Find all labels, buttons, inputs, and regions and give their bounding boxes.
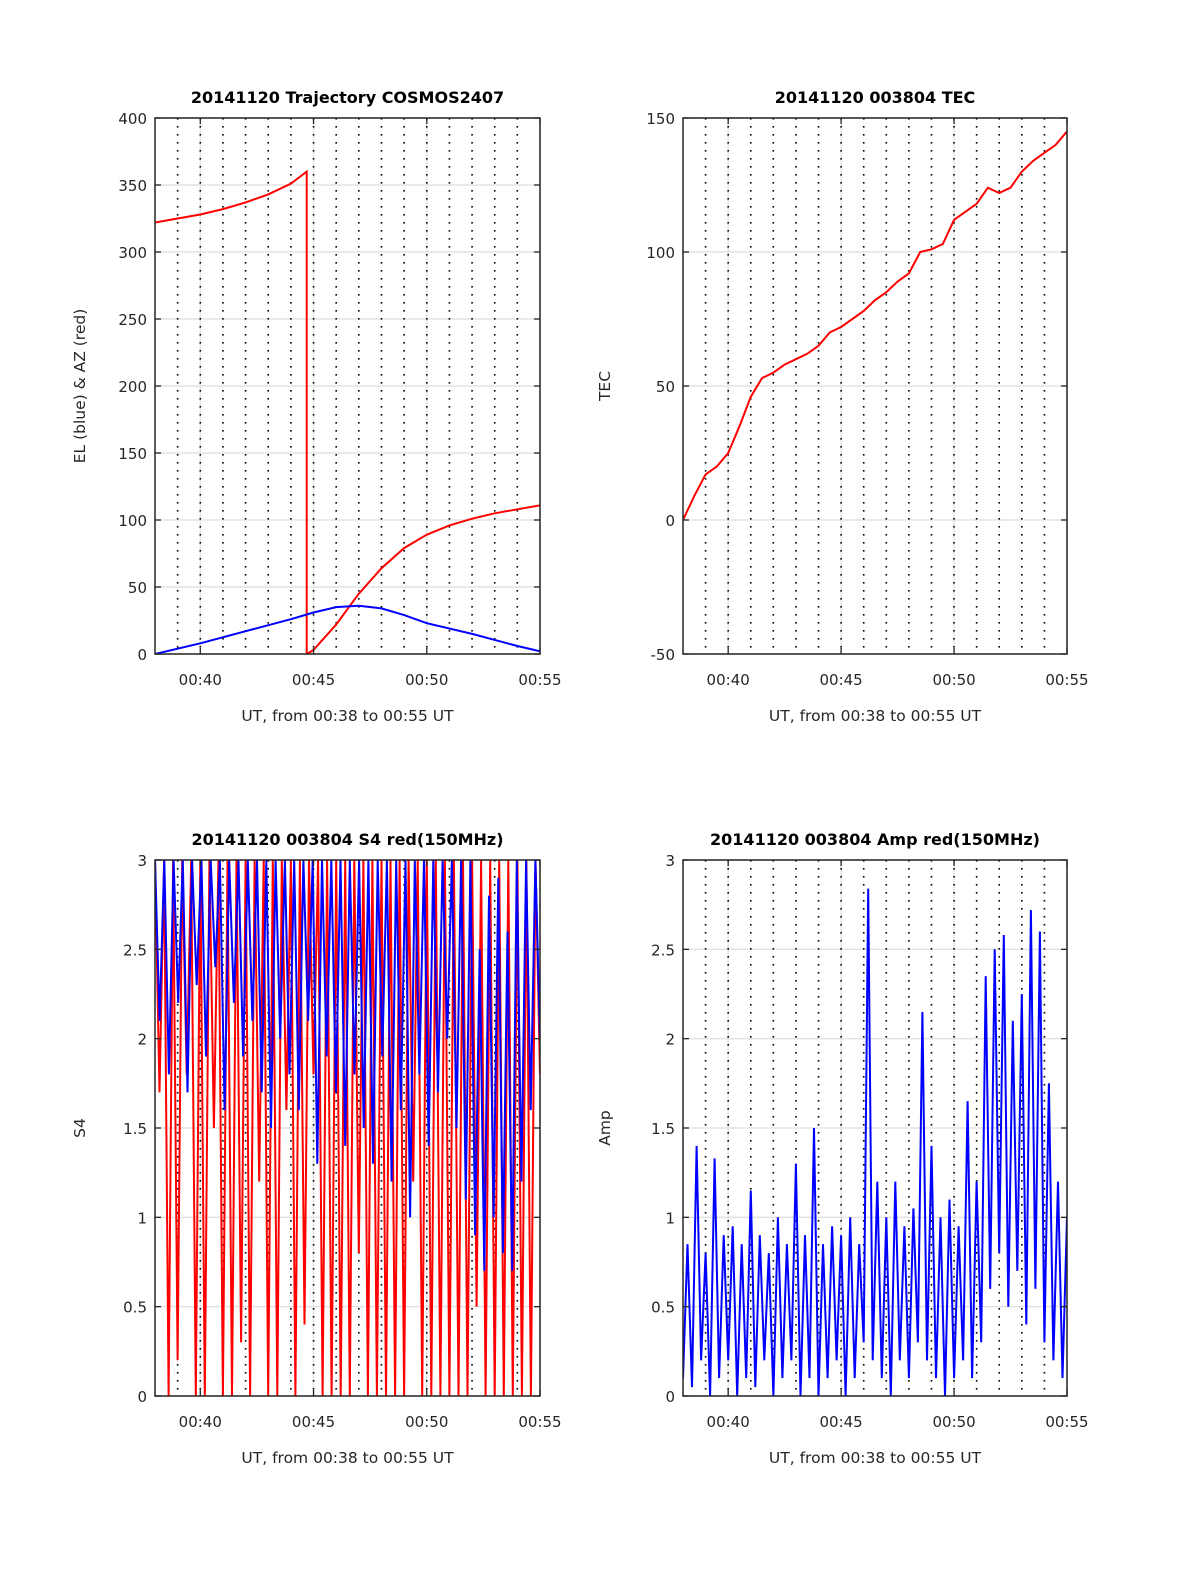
y-tick-label: 50	[656, 378, 675, 396]
x-tick-label: 00:50	[405, 1413, 448, 1431]
y-tick-label: 3	[665, 852, 675, 870]
x-tick-label: 00:55	[1045, 1413, 1088, 1431]
y-tick-label: 0	[137, 646, 147, 664]
x-axis-label: UT, from 00:38 to 00:55 UT	[241, 707, 454, 725]
x-axis-label: UT, from 00:38 to 00:55 UT	[769, 1449, 982, 1467]
y-tick-label: 0	[665, 1388, 675, 1406]
y-tick-label: 1.5	[123, 1120, 147, 1138]
x-axis-label: UT, from 00:38 to 00:55 UT	[241, 1449, 454, 1467]
y-tick-label: 2	[665, 1031, 675, 1049]
x-tick-label: 00:45	[292, 671, 335, 689]
chart-title: 20141120 003804 S4 red(150MHz)	[191, 830, 503, 849]
chart-title: 20141120 Trajectory COSMOS2407	[191, 88, 504, 107]
series-el	[155, 604, 540, 654]
y-tick-label: 0.5	[123, 1299, 147, 1317]
y-tick-label: 0	[137, 1388, 147, 1406]
y-axis-label: EL (blue) & AZ (red)	[71, 309, 89, 464]
x-tick-label: 00:55	[518, 671, 561, 689]
y-tick-label: 3	[137, 852, 147, 870]
y-axis-label: S4	[71, 1118, 89, 1138]
y-tick-label: 2	[137, 1031, 147, 1049]
subplot-4: 0 0.5 1 1.5 2 2.5 3 00:40 00:45 00:50 00:55 UT, fro…	[596, 830, 1089, 1467]
y-tick-label: -50	[651, 646, 676, 664]
x-axis-label: UT, from 00:38 to 00:55 UT	[769, 707, 982, 725]
x-tick-label: 00:40	[707, 1413, 750, 1431]
x-tick-label: 00:55	[518, 1413, 561, 1431]
series-tec	[683, 130, 1067, 521]
y-tick-label: 50	[128, 579, 147, 597]
series-amp	[683, 888, 1067, 1396]
y-tick-label: 1	[137, 1209, 147, 1227]
series-az	[155, 169, 540, 654]
y-axis-label: TEC	[596, 371, 614, 402]
x-tick-label: 00:45	[820, 1413, 863, 1431]
y-tick-label: 1	[665, 1209, 675, 1227]
y-tick-label: 400	[118, 110, 147, 128]
y-tick-label: 2.5	[123, 941, 147, 959]
x-tick-label: 00:45	[292, 1413, 335, 1431]
y-tick-label: 300	[118, 244, 147, 262]
y-tick-label: 150	[118, 445, 147, 463]
x-tick-label: 00:45	[820, 671, 863, 689]
series-s4-blue	[155, 860, 540, 1271]
y-tick-label: 100	[118, 512, 147, 530]
subplot-3: 0 0.5 1 1.5 2 2.5 3 00:40 00:45 00:50 00:55 UT, fro…	[71, 830, 562, 1467]
x-tick-label: 00:55	[1045, 671, 1088, 689]
chart-title: 20141120 003804 Amp red(150MHz)	[710, 830, 1040, 849]
y-axis-label: Amp	[596, 1110, 614, 1146]
subplot-1: 0 50 100 150 200 250 300 350 400 00:40 00:45 00:50 0…	[71, 88, 562, 725]
y-tick-label: 250	[118, 311, 147, 329]
y-tick-label: 100	[646, 244, 675, 262]
x-tick-label: 00:50	[932, 671, 975, 689]
y-tick-label: 2.5	[651, 941, 675, 959]
y-tick-label: 0.5	[651, 1299, 675, 1317]
x-tick-label: 00:50	[405, 671, 448, 689]
x-tick-label: 00:50	[932, 1413, 975, 1431]
y-tick-label: 1.5	[651, 1120, 675, 1138]
x-tick-label: 00:40	[707, 671, 750, 689]
y-tick-label: 150	[646, 110, 675, 128]
chart-title: 20141120 003804 TEC	[775, 88, 976, 107]
y-tick-label: 200	[118, 378, 147, 396]
y-tick-label: 0	[665, 512, 675, 530]
x-tick-label: 00:40	[179, 671, 222, 689]
y-tick-label: 350	[118, 177, 147, 195]
x-tick-label: 00:40	[179, 1413, 222, 1431]
subplot-2: -50 0 50 100 150 00:40 00:45 00:50 00:55 UT, from…	[596, 88, 1089, 725]
